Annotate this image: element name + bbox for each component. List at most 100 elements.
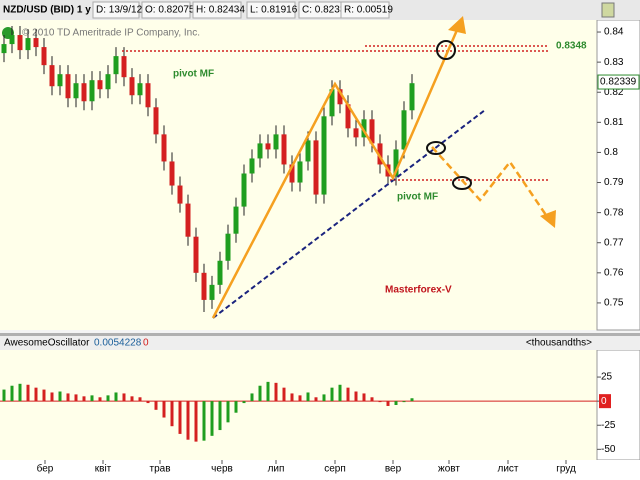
osc-bar [34, 387, 38, 402]
osc-bar [66, 393, 70, 402]
candle-body [145, 83, 151, 108]
x-tick-label: бер [37, 463, 54, 475]
candle-body [169, 161, 175, 186]
zero-box [599, 394, 611, 409]
candle-body [201, 272, 207, 300]
header-field [92, 1, 140, 19]
y-tick-label: 0.77 [604, 237, 624, 248]
y-tick-label: 0.82 [604, 87, 624, 98]
osc-bar [386, 401, 390, 406]
osc-bar [26, 384, 30, 402]
osc-bar [354, 391, 358, 402]
annotation: 0.8348 [556, 41, 587, 52]
trend-line [212, 109, 486, 319]
candle-body [409, 83, 415, 111]
osc-bar [370, 397, 374, 402]
header-field-text: L: 0.81916 [250, 5, 298, 16]
x-tick-label: жовт [438, 464, 460, 475]
x-tick-label: серп [324, 464, 346, 475]
marker-circle [426, 141, 446, 155]
candle-body [185, 203, 191, 237]
header-field [141, 1, 191, 19]
osc-bar [82, 396, 86, 402]
candle-body [369, 119, 375, 144]
x-tick-label: вер [385, 464, 402, 475]
osc-panel [0, 350, 597, 460]
candle-body [217, 260, 223, 285]
wave-line [211, 29, 459, 319]
brand-label: Masterforex-V [385, 285, 452, 296]
separator [0, 333, 640, 336]
osc-bar [130, 396, 134, 402]
osc-bar [362, 393, 366, 402]
candle-body [89, 80, 95, 102]
osc-bar [234, 401, 238, 413]
candle-body [33, 38, 39, 48]
forecast-line [431, 146, 550, 219]
y-tick-label: 0.75 [604, 298, 624, 309]
candle-body [337, 89, 343, 105]
osc-bar [10, 385, 14, 402]
osc-bar [98, 397, 102, 402]
osc-bar [90, 395, 94, 402]
candle-body [401, 110, 407, 150]
osc-title: AwesomeOscillator [4, 338, 90, 349]
osc-param: 0 [143, 338, 149, 349]
annotation: pivot MF [397, 192, 438, 203]
y-tick-label: 0.78 [604, 207, 624, 218]
osc-bar [274, 382, 278, 402]
x-tick-label: лист [497, 464, 518, 475]
osc-bar [122, 393, 126, 402]
price-axis [596, 19, 640, 331]
header-field-text: R: 0.00519 [344, 5, 393, 16]
candle-body [345, 104, 351, 129]
y-tick-label: 0.8 [604, 147, 618, 158]
candle-body [257, 143, 263, 159]
osc-bar [402, 401, 406, 403]
y-tick-label: 0 [601, 396, 607, 407]
header-field-text: H: 0.82434 [196, 5, 245, 16]
candle-body [41, 47, 47, 66]
corner-icon[interactable] [601, 2, 615, 18]
candle-body [353, 128, 359, 138]
osc-bar [18, 383, 22, 402]
osc-bar [170, 401, 174, 427]
osc-unit: <thousandths> [526, 338, 592, 349]
candle-body [25, 38, 31, 51]
y-tick-label: 0.84 [604, 27, 624, 38]
osc-value: 0.0054228 [94, 338, 142, 349]
candle-body [137, 83, 143, 96]
candle-body [377, 143, 383, 165]
y-tick-label: 0.76 [604, 267, 624, 278]
last-price: 0.82339 [600, 77, 637, 88]
osc-header [0, 336, 640, 350]
osc-bar [338, 384, 342, 402]
osc-bar [410, 398, 414, 402]
y-tick-label: 0.83 [604, 57, 624, 68]
osc-bar [138, 397, 142, 402]
copyright: © 2010 TD Ameritrade IP Company, Inc. [22, 28, 200, 39]
osc-bar [266, 381, 270, 402]
candle-body [249, 158, 255, 174]
symbol: NZD/USD (BID) 1 y D [3, 5, 101, 16]
time-axis [0, 460, 640, 480]
candle-body [289, 164, 295, 183]
candle-body [105, 74, 111, 90]
osc-bar [346, 387, 350, 402]
candle-body [9, 35, 15, 45]
candle-body [361, 119, 367, 138]
x-tick-label: груд [556, 464, 576, 475]
candle-body [393, 149, 399, 177]
x-tick-label: квіт [95, 464, 112, 475]
candle-body [241, 173, 247, 207]
osc-bar [330, 387, 334, 402]
osc-bar [50, 392, 54, 402]
header-field-text: O: 0.82075 [145, 5, 195, 16]
osc-bar [242, 401, 246, 404]
candle-body [297, 161, 303, 183]
candle-body [313, 140, 319, 195]
osc-bar [378, 401, 382, 403]
candle-body [233, 206, 239, 234]
